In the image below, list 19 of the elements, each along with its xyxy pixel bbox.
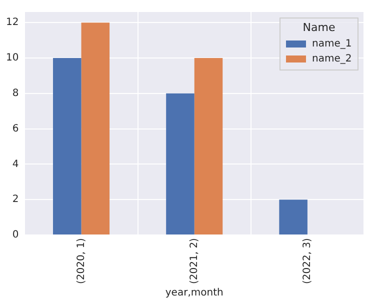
y-tick-label: 8 [12,88,19,100]
x-tick-label: (2022, 3) [302,238,314,284]
bar [81,22,110,235]
y-tick-label: 0 [12,230,19,241]
bar [279,200,308,235]
legend-label: name_1 [312,38,352,50]
x-tick-label: (2021, 2) [188,238,200,284]
x-axis-title: year,month [165,288,224,299]
y-tick-label: 12 [6,17,19,28]
y-tick-label: 4 [12,158,19,170]
bar [194,58,223,235]
y-tick-label: 6 [12,123,19,134]
x-tick-label: (2020, 1) [76,238,87,284]
bar [166,93,194,235]
legend-label: name_2 [312,54,352,65]
legend-title: Name [302,20,336,34]
bar [53,58,82,235]
y-tick-label: 10 [6,52,19,64]
y-tick-label: 2 [12,194,19,206]
